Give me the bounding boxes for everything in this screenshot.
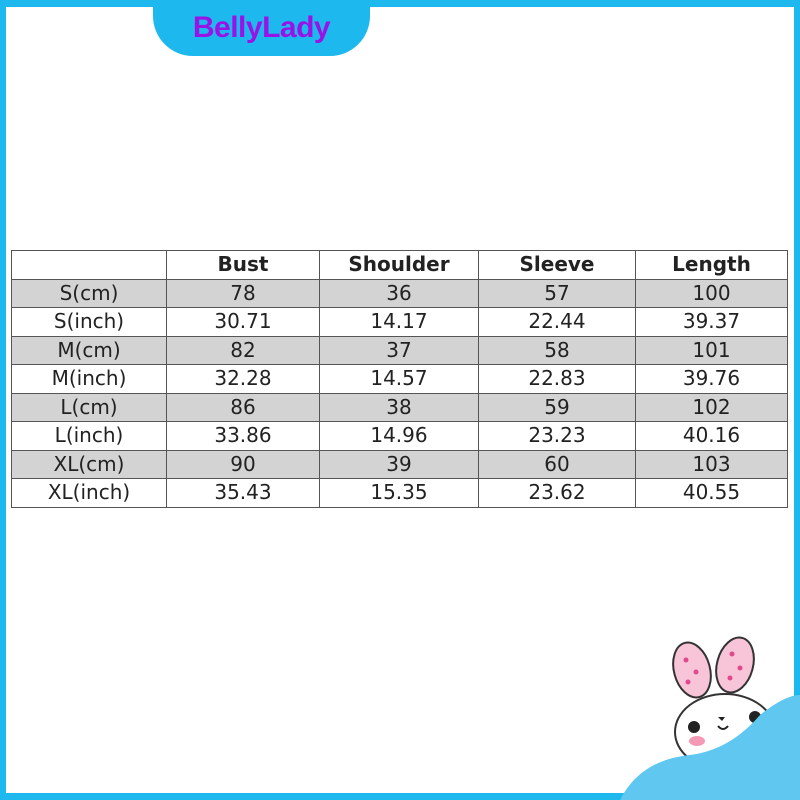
value-cell: 33.86 <box>166 421 320 451</box>
value-cell: 39.37 <box>635 307 788 337</box>
brand-logo: BellyLady <box>192 11 331 44</box>
value-cell: 40.16 <box>635 421 788 451</box>
value-cell: 82 <box>166 335 320 365</box>
table-row: M(cm) 82 37 58 101 <box>11 335 788 365</box>
value-cell: 58 <box>478 335 636 365</box>
value-cell: 23.62 <box>478 478 636 508</box>
value-cell: 15.35 <box>319 478 479 508</box>
size-chart-table: Bust Shoulder Sleeve Length S(cm) 78 36 57 1… <box>11 250 788 508</box>
value-cell: 90 <box>166 449 320 479</box>
value-cell: 86 <box>166 392 320 422</box>
table-row: S(cm) 78 36 57 100 <box>11 278 788 308</box>
value-cell: 14.57 <box>319 364 479 394</box>
value-cell: 40.55 <box>635 478 788 508</box>
value-cell: 14.96 <box>319 421 479 451</box>
header-cell: Bust <box>166 250 320 280</box>
table-row: M(inch) 32.28 14.57 22.83 39.76 <box>11 364 788 394</box>
value-cell: 32.28 <box>166 364 320 394</box>
value-cell: 30.71 <box>166 307 320 337</box>
value-cell: 37 <box>319 335 479 365</box>
value-cell: 22.83 <box>478 364 636 394</box>
table-row: L(cm) 86 38 59 102 <box>11 392 788 422</box>
table-row: L(inch) 33.86 14.96 23.23 40.16 <box>11 421 788 451</box>
table-row: XL(cm) 90 39 60 103 <box>11 449 788 479</box>
value-cell: 36 <box>319 278 479 308</box>
value-cell: 23.23 <box>478 421 636 451</box>
value-cell: 60 <box>478 449 636 479</box>
value-cell: 35.43 <box>166 478 320 508</box>
value-cell: 57 <box>478 278 636 308</box>
brand-tab: BellyLady <box>153 0 370 56</box>
value-cell: 38 <box>319 392 479 422</box>
header-cell: Sleeve <box>478 250 636 280</box>
value-cell: 102 <box>635 392 788 422</box>
header-cell: Length <box>635 250 788 280</box>
value-cell: 14.17 <box>319 307 479 337</box>
value-cell: 103 <box>635 449 788 479</box>
row-label-cell: M(cm) <box>11 335 167 365</box>
value-cell: 78 <box>166 278 320 308</box>
table-row: XL(inch) 35.43 15.35 23.62 40.55 <box>11 478 788 508</box>
value-cell: 59 <box>478 392 636 422</box>
value-cell: 39 <box>319 449 479 479</box>
value-cell: 101 <box>635 335 788 365</box>
header-cell <box>11 250 167 280</box>
value-cell: 39.76 <box>635 364 788 394</box>
value-cell: 100 <box>635 278 788 308</box>
row-label-cell: S(inch) <box>11 307 167 337</box>
bunny-icon <box>620 636 800 800</box>
table-header-row: Bust Shoulder Sleeve Length <box>11 250 788 280</box>
row-label-cell: L(inch) <box>11 421 167 451</box>
row-label-cell: S(cm) <box>11 278 167 308</box>
row-label-cell: XL(inch) <box>11 478 167 508</box>
value-cell: 22.44 <box>478 307 636 337</box>
row-label-cell: L(cm) <box>11 392 167 422</box>
table-row: S(inch) 30.71 14.17 22.44 39.37 <box>11 307 788 337</box>
row-label-cell: XL(cm) <box>11 449 167 479</box>
row-label-cell: M(inch) <box>11 364 167 394</box>
header-cell: Shoulder <box>319 250 479 280</box>
